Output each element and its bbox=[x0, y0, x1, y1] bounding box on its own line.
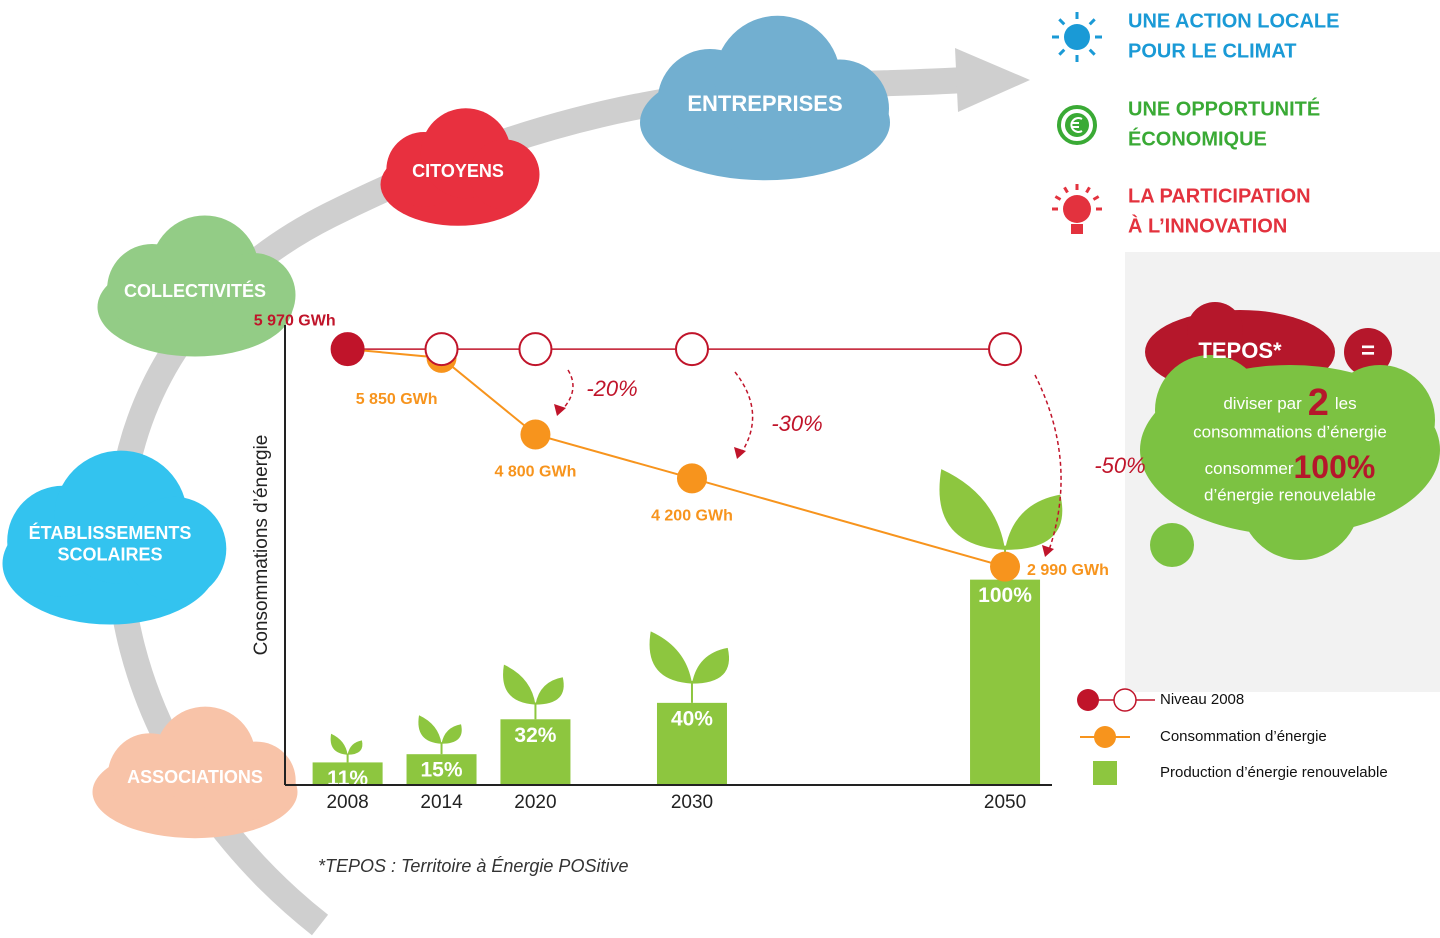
bar-label: 11% bbox=[327, 767, 368, 790]
benefit-text: UNE OPPORTUNITÉ bbox=[1128, 97, 1320, 120]
leaf bbox=[535, 677, 563, 704]
x-tick-label: 2008 bbox=[326, 792, 368, 813]
x-tick-label: 2030 bbox=[671, 792, 713, 813]
annotation-arrow bbox=[735, 372, 753, 455]
level-point bbox=[989, 333, 1021, 365]
bulb-ray bbox=[1065, 187, 1068, 192]
tepos-word: 2 bbox=[1308, 382, 1329, 424]
value-label: 5 970 GWh bbox=[254, 312, 336, 329]
tepos-title: TEPOS* bbox=[1198, 338, 1282, 363]
consumption-line bbox=[348, 349, 1005, 567]
bar-label: 40% bbox=[671, 707, 713, 730]
tepos-word: 100% bbox=[1293, 449, 1375, 485]
benefit-text: ÉCONOMIQUE bbox=[1128, 127, 1267, 150]
legend-label: Niveau 2008 bbox=[1160, 691, 1244, 708]
sun-icon bbox=[1064, 24, 1090, 50]
leaf bbox=[503, 665, 535, 705]
legend-symbol bbox=[1077, 689, 1099, 711]
value-label: 2 990 GWh bbox=[1027, 562, 1109, 579]
bulb-icon bbox=[1063, 195, 1091, 223]
leaf bbox=[692, 648, 729, 684]
cloud: ASSOCIATIONS bbox=[93, 707, 298, 839]
value-label: 5 850 GWh bbox=[356, 391, 438, 408]
x-tick-label: 2014 bbox=[420, 792, 463, 813]
bar-label: 32% bbox=[514, 724, 556, 747]
benefit-text: UNE ACTION LOCALE bbox=[1128, 10, 1339, 32]
bulb-ray bbox=[1093, 197, 1098, 200]
tepos-line: d’énergie renouvelable bbox=[1204, 485, 1376, 504]
annotation: -20% bbox=[586, 376, 637, 401]
cloud-label: ASSOCIATIONS bbox=[127, 767, 263, 787]
sun-ray bbox=[1090, 19, 1095, 24]
tepos-word: consommer bbox=[1205, 459, 1294, 478]
cloud-label: ÉTABLISSEMENTS bbox=[29, 522, 192, 543]
value-label: 4 200 GWh bbox=[651, 508, 733, 525]
legend-symbol bbox=[1114, 689, 1136, 711]
legend-label: Production d’énergie renouvelable bbox=[1160, 764, 1388, 781]
bar-label: 100% bbox=[978, 584, 1032, 607]
level-point bbox=[676, 333, 708, 365]
tepos-line: consommations d’énergie bbox=[1193, 422, 1387, 441]
benefit: UNE OPPORTUNITÉ ÉCONOMIQUE bbox=[1059, 97, 1320, 150]
cloud: COLLECTIVITÉS bbox=[98, 216, 296, 357]
arc-arrowhead bbox=[955, 48, 1030, 112]
annotation-arrowhead bbox=[1042, 545, 1054, 557]
consumption-point bbox=[677, 463, 707, 493]
cloud: ENTREPRISES bbox=[640, 16, 890, 181]
value-label: 4 800 GWh bbox=[495, 464, 577, 481]
tepos-word: diviser par bbox=[1223, 394, 1302, 413]
leaf bbox=[1005, 495, 1062, 550]
consumption-point bbox=[990, 552, 1020, 582]
tepos-equals: = bbox=[1361, 337, 1375, 364]
sun-ray bbox=[1059, 19, 1064, 24]
cloud-label: ENTREPRISES bbox=[687, 91, 842, 116]
sun-ray bbox=[1090, 50, 1095, 55]
level-point bbox=[332, 333, 364, 365]
bar bbox=[970, 580, 1040, 785]
cloud-label: SCOLAIRES bbox=[57, 545, 162, 565]
benefit-text: LA PARTICIPATION bbox=[1128, 185, 1311, 207]
annotation: -50% bbox=[1094, 453, 1145, 478]
cloud-label: CITOYENS bbox=[412, 161, 504, 181]
leaf bbox=[939, 469, 1005, 550]
bulb-base bbox=[1071, 224, 1083, 234]
bar-label: 15% bbox=[421, 759, 463, 782]
leaf bbox=[331, 734, 348, 755]
annotation: -30% bbox=[771, 411, 822, 436]
cloud-label: COLLECTIVITÉS bbox=[124, 280, 266, 301]
euro-icon bbox=[1065, 113, 1089, 137]
annotation-arrow bbox=[560, 370, 573, 412]
bulb-ray bbox=[1055, 197, 1060, 200]
annotation-arrowhead bbox=[554, 404, 566, 416]
leaf bbox=[442, 724, 462, 744]
tepos-word: les bbox=[1335, 394, 1357, 413]
x-tick-label: 2020 bbox=[514, 792, 556, 813]
benefit-text: POUR LE CLIMAT bbox=[1128, 40, 1297, 62]
benefit: LA PARTICIPATION À L’INNOVATION bbox=[1052, 184, 1311, 237]
leaf bbox=[650, 631, 692, 683]
y-axis-label: Consommations d’énergie bbox=[251, 435, 272, 656]
green-bubble bbox=[1150, 523, 1194, 567]
x-tick-label: 2050 bbox=[984, 792, 1026, 813]
bulb-ray bbox=[1087, 187, 1090, 192]
consumption-point bbox=[520, 420, 550, 450]
leaf bbox=[418, 715, 441, 744]
leaf bbox=[348, 740, 363, 754]
benefit-text: À L’INNOVATION bbox=[1128, 214, 1287, 237]
footnote: *TEPOS : Territoire à Énergie POSitive bbox=[318, 856, 628, 876]
annotation-arrowhead bbox=[734, 447, 746, 459]
level-point bbox=[519, 333, 551, 365]
legend-symbol bbox=[1094, 726, 1116, 748]
sun-ray bbox=[1059, 50, 1064, 55]
legend-label: Consommation d’énergie bbox=[1160, 728, 1327, 745]
benefit: UNE ACTION LOCALE POUR LE CLIMAT bbox=[1052, 10, 1339, 62]
infographic: ENTREPRISES CITOYENS COLLECTIVITÉS ÉTABLISS… bbox=[0, 0, 1440, 938]
legend-symbol bbox=[1093, 761, 1117, 785]
level-point bbox=[426, 333, 458, 365]
